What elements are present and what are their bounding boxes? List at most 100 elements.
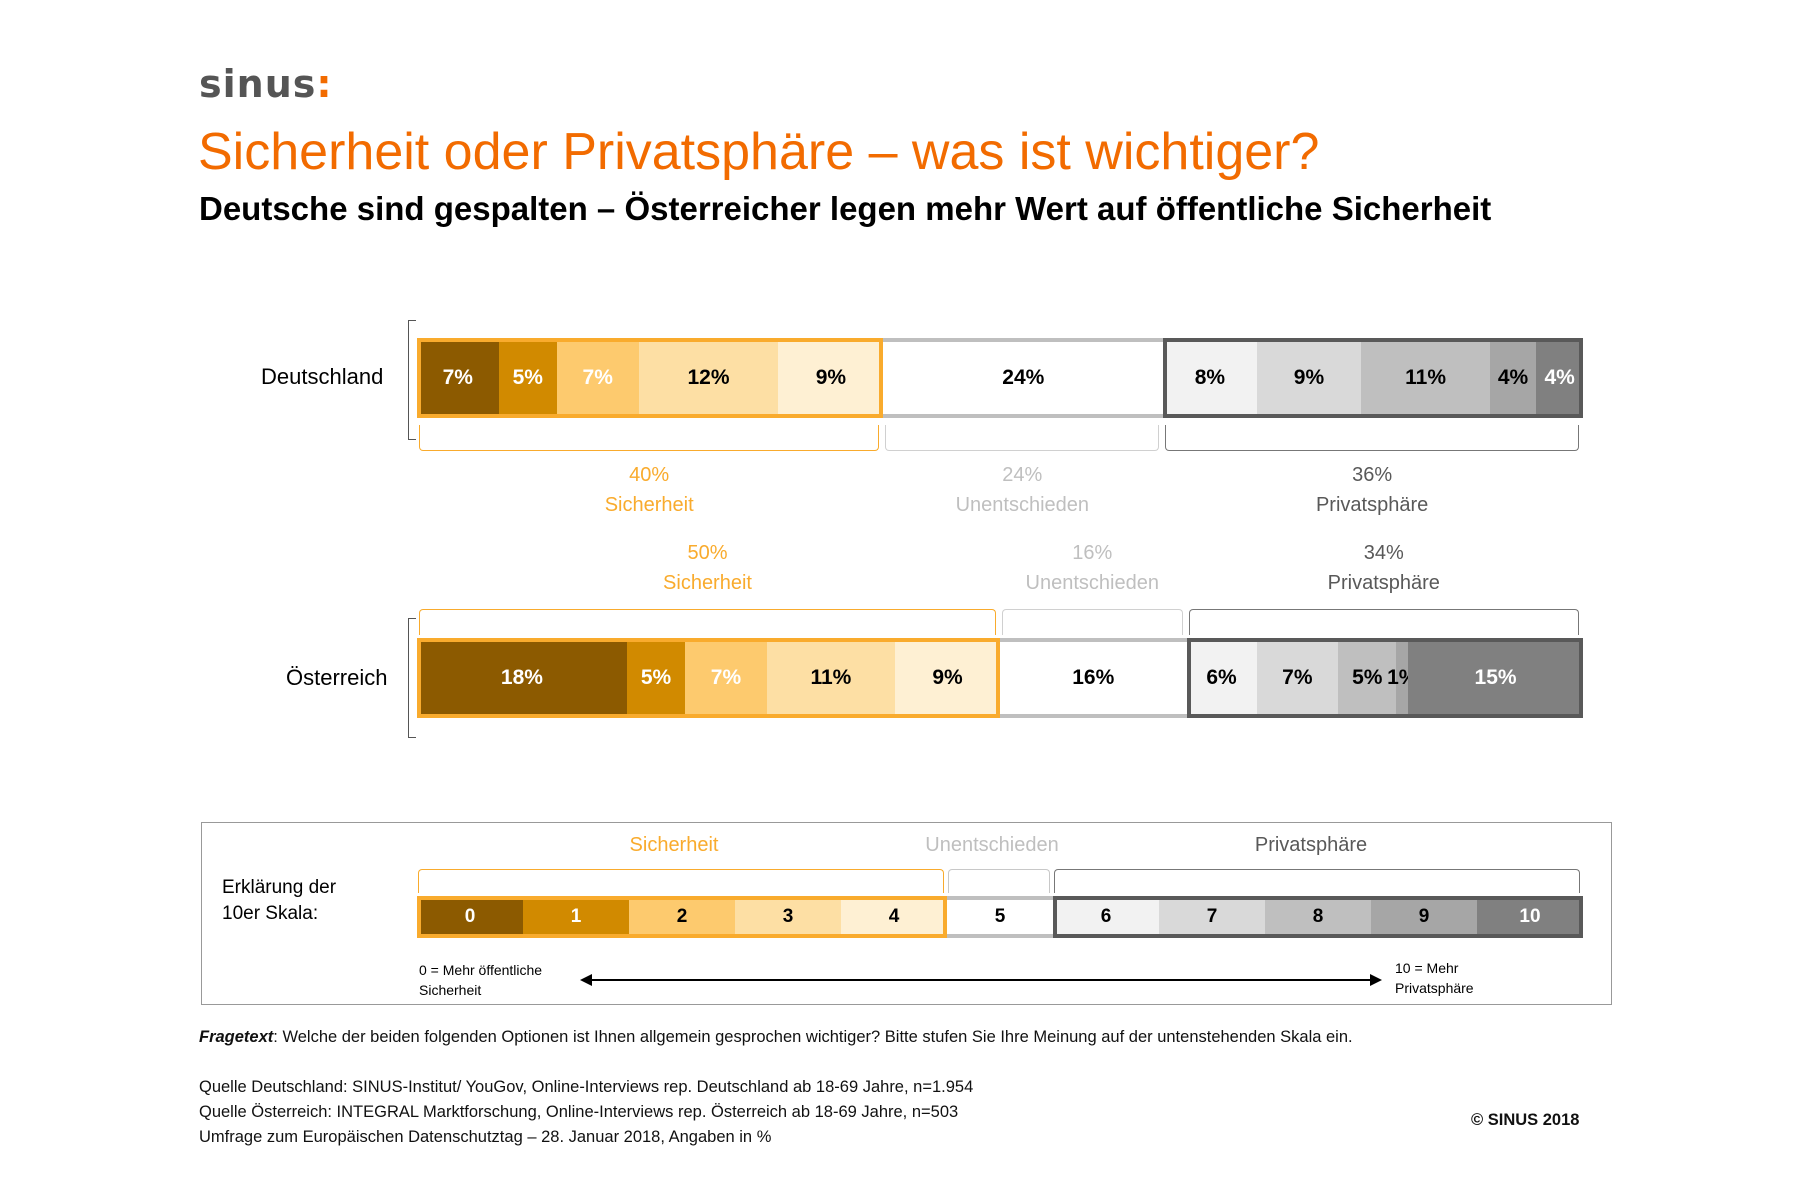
country-label-deutschland: Deutschland — [261, 364, 384, 389]
legend-heading-unentschieden: Unentschieden — [925, 834, 1059, 856]
group-label: Privatsphäre — [1327, 572, 1440, 594]
bar-segment-0: 18% — [417, 638, 627, 718]
axis-tick-at — [408, 618, 416, 738]
bar-segment-5: 16% — [1000, 638, 1187, 718]
group-label-sicherheit: 40% Sicherheit — [605, 460, 694, 520]
axis-tick-de — [408, 320, 416, 440]
survey-note: Umfrage zum Europäischen Datenschutztag … — [199, 1128, 772, 1146]
fragetext: Fragetext: Welche der beiden folgenden O… — [199, 1028, 1353, 1047]
group-label: Sicherheit — [663, 572, 752, 594]
segment-label: 6% — [1206, 666, 1237, 689]
segment-label: 3 — [782, 906, 794, 927]
segment-label: 0 — [464, 906, 476, 927]
group-label-privatsphaere: 36% Privatsphäre — [1316, 460, 1428, 520]
segment-label: 5% — [1352, 666, 1383, 689]
segment-label: 5 — [994, 906, 1006, 927]
bar-segment-9: 1% — [1387, 638, 1417, 718]
legend-left-end-label: 0 = Mehr öffentliche Sicherheit — [419, 960, 542, 1000]
bar-segment-4: 9% — [895, 638, 1000, 718]
bar-segment-6: 6% — [1186, 638, 1257, 718]
bar-segment-1: 5% — [626, 638, 686, 718]
legend-left-end-line1: 0 = Mehr öffentliche — [419, 962, 543, 978]
bar-segment-10: 15% — [1408, 638, 1583, 718]
segment-label: 4% — [1497, 366, 1529, 389]
group-label-sicherheit: 50% Sicherheit — [663, 538, 752, 598]
segment-label: 2 — [676, 906, 688, 927]
segment-label: 4% — [1544, 366, 1575, 389]
group-label-unentschieden: 16% Unentschieden — [1026, 538, 1159, 598]
bar-segment-9: 9 — [1371, 896, 1477, 938]
segment-label: 7% — [710, 666, 742, 689]
group-label-unentschieden: 24% Unentschieden — [956, 460, 1089, 520]
bracket-unentschieden — [885, 425, 1160, 451]
bar-segment-7: 9% — [1256, 338, 1362, 418]
group-label: Unentschieden — [955, 494, 1090, 516]
segment-label: 10 — [1519, 906, 1541, 927]
legend-left-end-line2: Sicherheit — [419, 982, 482, 998]
bar-segment-3: 3 — [735, 896, 841, 938]
segment-label: 6 — [1100, 906, 1112, 927]
segment-label: 24% — [1002, 366, 1045, 389]
group-label: Unentschieden — [1025, 572, 1159, 594]
legend-right-end-line2: Privatsphäre — [1395, 980, 1474, 996]
legend-caption-line1: Erklärung der — [222, 877, 337, 898]
stacked-bar-deutschland: 7% 5% 7% 12% 9% 24% 8% 9% 11% 4% 4% — [417, 338, 1583, 418]
segment-label: 16% — [1072, 666, 1115, 689]
group-pct: 24% — [1002, 464, 1043, 486]
legend-caption-line2: 10er Skala: — [222, 903, 319, 924]
sinus-logo: sinus: — [199, 62, 333, 106]
scale-legend — [201, 822, 1612, 1005]
bar-segment-6: 8% — [1163, 338, 1257, 418]
segment-label: 5% — [512, 366, 543, 389]
bar-segment-5: 24% — [883, 338, 1164, 418]
fragetext-label: Fragetext — [199, 1028, 274, 1046]
legend-bracket-unentschieden — [948, 869, 1050, 893]
bar-segment-1: 5% — [498, 338, 557, 418]
bracket-privatsphaere — [1188, 609, 1579, 635]
group-label-privatsphaere: 34% Privatsphäre — [1328, 538, 1440, 598]
segment-label: 15% — [1474, 666, 1517, 689]
group-pct: 36% — [1352, 464, 1393, 486]
legend-right-end-line1: 10 = Mehr — [1395, 960, 1459, 976]
legend-scale-bar: 0 1 2 3 4 5 6 7 8 9 10 — [417, 896, 1583, 938]
segment-label: 12% — [687, 366, 730, 389]
bar-segment-2: 2 — [629, 896, 735, 938]
bracket-sicherheit — [419, 425, 880, 451]
group-pct: 16% — [1072, 542, 1113, 564]
segment-label: 4 — [888, 906, 900, 927]
segment-label: 8 — [1312, 906, 1324, 927]
bracket-privatsphaere — [1165, 425, 1579, 451]
bar-segment-7: 7 — [1159, 896, 1265, 938]
logo-text: sinus — [199, 62, 317, 106]
bar-segment-8: 11% — [1361, 338, 1490, 418]
bar-segment-2: 7% — [556, 338, 639, 418]
segment-label: 9% — [1293, 366, 1325, 389]
segment-label: 8% — [1194, 366, 1226, 389]
copyright: © SINUS 2018 — [1471, 1111, 1580, 1129]
logo-accent: : — [316, 62, 333, 106]
group-pct: 40% — [629, 464, 670, 486]
segment-label: 9% — [932, 666, 963, 689]
page-subtitle: Deutsche sind gespalten – Österreicher l… — [199, 190, 1492, 227]
segment-label: 7 — [1206, 906, 1218, 927]
segment-label: 7% — [1282, 666, 1313, 689]
group-pct: 34% — [1363, 542, 1404, 564]
country-label-oesterreich: Österreich — [286, 665, 388, 690]
bar-segment-0: 7% — [417, 338, 499, 418]
segment-label: 5% — [640, 666, 672, 689]
segment-label: 9% — [815, 366, 847, 389]
segment-label: 7% — [442, 366, 473, 389]
bar-segment-3: 11% — [766, 638, 896, 718]
legend-heading-privatsphaere: Privatsphäre — [1254, 834, 1368, 856]
segment-label: 11% — [810, 666, 852, 689]
legend-heading-sicherheit: Sicherheit — [629, 834, 719, 856]
bar-segment-4: 9% — [778, 338, 884, 418]
legend-bracket-sicherheit — [418, 869, 944, 893]
bar-segment-10: 4% — [1536, 338, 1583, 418]
bar-segment-7: 7% — [1256, 638, 1339, 718]
bracket-unentschieden — [1002, 609, 1183, 635]
page-title: Sicherheit oder Privatsphäre – was ist w… — [198, 123, 1320, 181]
bar-segment-0: 0 — [417, 896, 523, 938]
bracket-sicherheit — [419, 609, 996, 635]
stacked-bar-oesterreich: 18% 5% 7% 11% 9% 16% 6% 7% 5% 1% 15% — [417, 638, 1583, 718]
